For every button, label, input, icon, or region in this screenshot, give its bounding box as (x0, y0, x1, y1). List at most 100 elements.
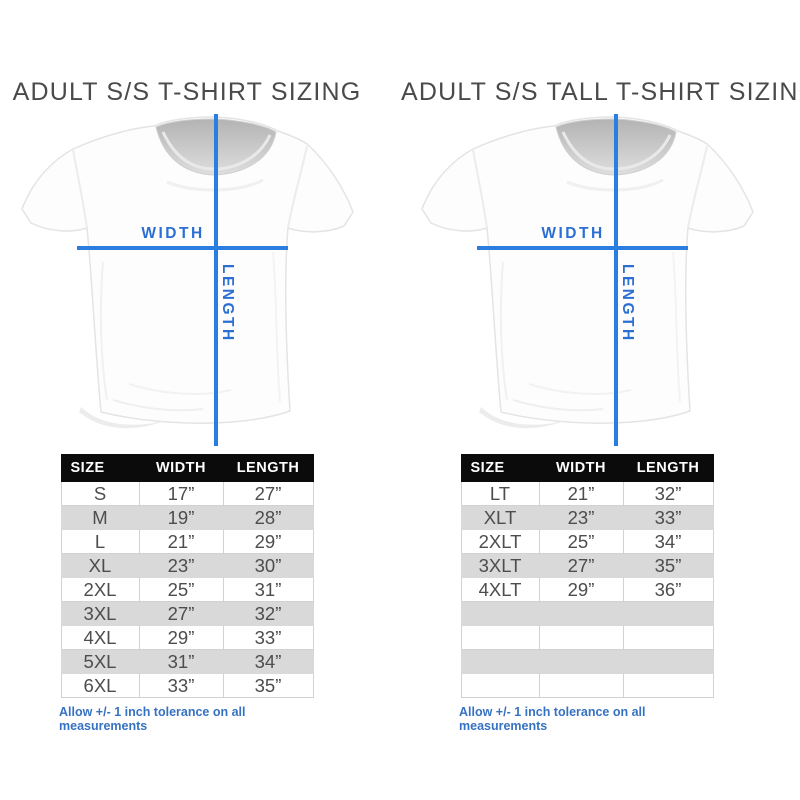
size-row: S 17” 27” (60, 481, 314, 506)
sizing-panel-regular: ADULT S/S T-SHIRT SIZING (1, 76, 373, 733)
tshirt-diagram: WIDTH LENGTH (417, 112, 757, 448)
size-cell: 33” (222, 625, 314, 650)
size-row: LT 21” 32” (460, 481, 714, 506)
size-cell: M (60, 505, 140, 530)
size-cell: 3XL (60, 601, 140, 626)
size-cell: 31” (138, 649, 224, 674)
size-cell: 23” (538, 505, 624, 530)
size-cell: 3XLT (460, 553, 540, 578)
size-cell: 36” (622, 577, 714, 602)
empty-cell (460, 673, 540, 698)
column-header-length: LENGTH (222, 454, 314, 482)
column-header-size: SIZE (60, 454, 140, 482)
size-cell: 25” (538, 529, 624, 554)
size-row: L 21” 29” (60, 529, 314, 554)
empty-cell (622, 625, 714, 650)
tshirt-body (421, 116, 754, 424)
size-cell: 19” (138, 505, 224, 530)
size-row: 4XLT 29” 36” (460, 577, 714, 602)
size-cell: 33” (622, 505, 714, 530)
panel-title: ADULT S/S TALL T-SHIRT SIZING (401, 78, 800, 106)
sleeve-seam-left (72, 149, 88, 229)
sizing-panel-tall: ADULT S/S TALL T-SHIRT SIZING WIDTH LENG… (401, 76, 800, 733)
size-cell: 4XL (60, 625, 140, 650)
wrinkle (672, 251, 681, 403)
wrinkle (528, 383, 632, 395)
column-header-size: SIZE (460, 454, 540, 482)
size-table: SIZE WIDTH LENGTH S 17” 27” M 19” 28” L 21” 29” XL 23… (60, 454, 314, 698)
tolerance-note: Allow +/- 1 inch tolerance on all measur… (59, 705, 246, 733)
size-row: 3XL 27” 32” (60, 601, 314, 626)
size-cell: 27” (138, 601, 224, 626)
tolerance-note: Allow +/- 1 inch tolerance on all measur… (459, 705, 646, 733)
size-table: SIZE WIDTH LENGTH LT 21” 32” XLT 23” 33” 2XLT 25” 3… (460, 454, 714, 698)
size-cell: 2XLT (460, 529, 540, 554)
size-row: 3XLT 27” 35” (460, 553, 714, 578)
size-row: 2XLT 25” 34” (460, 529, 714, 554)
empty-cell (538, 649, 624, 674)
size-cell: L (60, 529, 140, 554)
tshirt-body (21, 116, 354, 424)
size-cell: 32” (222, 601, 314, 626)
length-label: LENGTH (219, 264, 236, 343)
empty-cell (538, 673, 624, 698)
empty-cell (460, 601, 540, 626)
column-header-width: WIDTH (138, 454, 224, 482)
size-cell: 21” (538, 481, 624, 506)
size-row: 5XL 31” 34” (60, 649, 314, 674)
wrinkle (499, 261, 508, 401)
wrinkle (512, 399, 604, 412)
hem-fold-shadow (79, 407, 167, 429)
size-cell: 29” (138, 625, 224, 650)
table-header-row: SIZE WIDTH LENGTH (460, 454, 714, 482)
size-cell: 31” (222, 577, 314, 602)
size-row: M 19” 28” (60, 505, 314, 530)
size-cell: 21” (138, 529, 224, 554)
wrinkle (112, 399, 204, 412)
size-cell: 34” (622, 529, 714, 554)
size-row: XLT 23” 33” (460, 505, 714, 530)
size-cell: 32” (622, 481, 714, 506)
column-header-length: LENGTH (622, 454, 714, 482)
size-cell: S (60, 481, 140, 506)
size-cell: 35” (222, 673, 314, 698)
empty-cell (538, 601, 624, 626)
size-cell: 34” (222, 649, 314, 674)
width-label: WIDTH (541, 225, 604, 242)
size-cell: 4XLT (460, 577, 540, 602)
wrinkle (128, 383, 232, 395)
size-cell: 2XL (60, 577, 140, 602)
size-cell: 27” (222, 481, 314, 506)
empty-row (460, 649, 714, 674)
sleeve-seam-left (472, 149, 488, 229)
empty-row (460, 601, 714, 626)
tshirt-image: WIDTH LENGTH (421, 114, 754, 446)
size-cell: 30” (222, 553, 314, 578)
empty-cell (622, 649, 714, 674)
size-cell: 17” (138, 481, 224, 506)
size-cell: 29” (222, 529, 314, 554)
hem-fold-shadow (479, 407, 567, 429)
panel-title: ADULT S/S T-SHIRT SIZING (12, 78, 362, 106)
column-header-width: WIDTH (538, 454, 624, 482)
size-cell: 5XL (60, 649, 140, 674)
size-cell: 27” (538, 553, 624, 578)
empty-cell (622, 673, 714, 698)
size-cell: 23” (138, 553, 224, 578)
empty-cell (460, 649, 540, 674)
size-cell: XL (60, 553, 140, 578)
tshirt-diagram: WIDTH LENGTH (17, 112, 357, 448)
empty-cell (538, 625, 624, 650)
empty-row (460, 625, 714, 650)
size-cell: 28” (222, 505, 314, 530)
wrinkle (99, 261, 108, 401)
table-header-row: SIZE WIDTH LENGTH (60, 454, 314, 482)
length-label: LENGTH (619, 264, 636, 343)
size-cell: XLT (460, 505, 540, 530)
size-cell: 29” (538, 577, 624, 602)
empty-cell (622, 601, 714, 626)
tshirt-image: WIDTH LENGTH (21, 114, 354, 446)
size-row: XL 23” 30” (60, 553, 314, 578)
size-cell: 33” (138, 673, 224, 698)
empty-row (460, 673, 714, 698)
